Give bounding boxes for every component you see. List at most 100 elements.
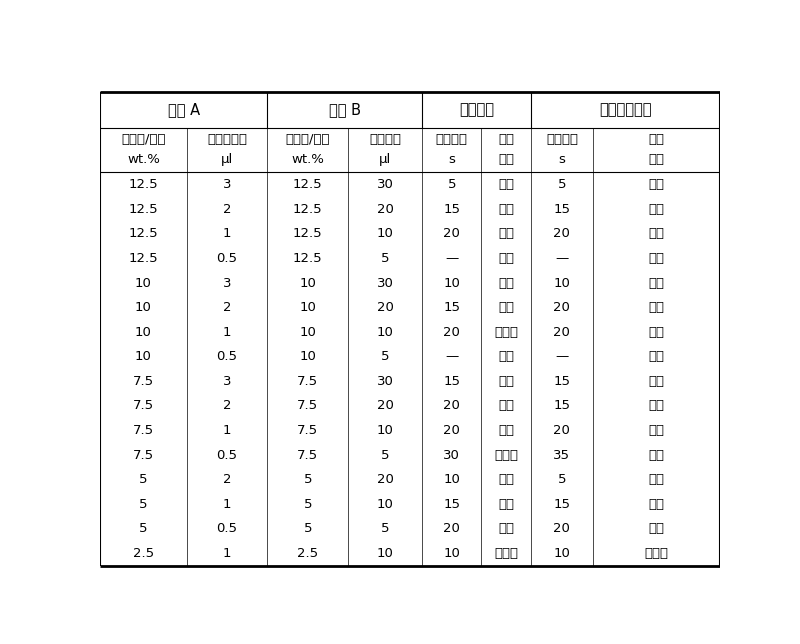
- Text: 5: 5: [139, 473, 148, 486]
- Text: 20: 20: [443, 424, 460, 437]
- Text: 15: 15: [554, 399, 570, 412]
- Text: 0.5: 0.5: [217, 252, 238, 265]
- Text: 10: 10: [135, 350, 152, 363]
- Text: 20: 20: [377, 203, 394, 216]
- Text: 12.5: 12.5: [293, 252, 322, 265]
- Text: 成膜: 成膜: [498, 276, 514, 290]
- Text: 1: 1: [223, 547, 231, 560]
- Text: 30: 30: [377, 375, 394, 388]
- Text: 组分 A: 组分 A: [168, 102, 200, 117]
- Text: 20: 20: [377, 399, 394, 412]
- Text: 成膜: 成膜: [498, 301, 514, 314]
- Text: 未固: 未固: [649, 252, 665, 265]
- Text: 5: 5: [303, 473, 312, 486]
- Text: 12.5: 12.5: [129, 227, 158, 240]
- Text: 10: 10: [377, 498, 394, 511]
- Text: 不成膜: 不成膜: [494, 547, 518, 560]
- Text: 10: 10: [299, 326, 316, 339]
- Text: 20: 20: [377, 473, 394, 486]
- Text: 成膜: 成膜: [649, 449, 665, 462]
- Text: 10: 10: [135, 301, 152, 314]
- Text: 15: 15: [554, 203, 570, 216]
- Text: s: s: [449, 153, 455, 166]
- Text: 10: 10: [299, 276, 316, 290]
- Text: wt.%: wt.%: [127, 153, 160, 166]
- Text: 硅橡胶/液晶: 硅橡胶/液晶: [121, 133, 166, 146]
- Text: 成膜: 成膜: [498, 227, 514, 240]
- Text: 2: 2: [223, 473, 231, 486]
- Text: 5: 5: [303, 498, 312, 511]
- Text: 15: 15: [443, 203, 460, 216]
- Text: 5: 5: [381, 449, 390, 462]
- Text: 1: 1: [223, 326, 231, 339]
- Text: 10: 10: [443, 276, 460, 290]
- Text: —: —: [446, 252, 458, 265]
- Text: 0.5: 0.5: [217, 350, 238, 363]
- Text: 成膜: 成膜: [498, 522, 514, 535]
- Text: 成膜: 成膜: [649, 133, 665, 146]
- Text: 未固: 未固: [498, 252, 514, 265]
- Text: 5: 5: [139, 498, 148, 511]
- Text: 成膜: 成膜: [498, 424, 514, 437]
- Text: 30: 30: [377, 276, 394, 290]
- Text: μl: μl: [221, 153, 234, 166]
- Text: 氯铂酸溶液: 氯铂酸溶液: [207, 133, 247, 146]
- Text: 15: 15: [443, 301, 460, 314]
- Text: 1: 1: [223, 424, 231, 437]
- Text: 12.5: 12.5: [129, 252, 158, 265]
- Text: 5: 5: [558, 473, 566, 486]
- Text: 成膜: 成膜: [498, 375, 514, 388]
- Text: 20: 20: [443, 522, 460, 535]
- Text: 20: 20: [377, 301, 394, 314]
- Text: 20: 20: [443, 326, 460, 339]
- Text: 12.5: 12.5: [293, 178, 322, 191]
- Text: 2.5: 2.5: [297, 547, 318, 560]
- Text: 10: 10: [443, 547, 460, 560]
- Text: 12.5: 12.5: [293, 203, 322, 216]
- Text: 12.5: 12.5: [129, 203, 158, 216]
- Text: —: —: [446, 350, 458, 363]
- Text: 成膜: 成膜: [649, 276, 665, 290]
- Text: 7.5: 7.5: [133, 424, 154, 437]
- Text: 成膜: 成膜: [498, 473, 514, 486]
- Text: 成膜: 成膜: [498, 203, 514, 216]
- Text: 1: 1: [223, 227, 231, 240]
- Text: 10: 10: [135, 326, 152, 339]
- Text: 3: 3: [223, 375, 231, 388]
- Text: 成膜: 成膜: [649, 522, 665, 535]
- Text: 中空纤维成膜: 中空纤维成膜: [599, 102, 652, 117]
- Text: 2.5: 2.5: [133, 547, 154, 560]
- Text: 20: 20: [554, 522, 570, 535]
- Text: 成膜: 成膜: [649, 424, 665, 437]
- Text: 3: 3: [223, 276, 231, 290]
- Text: 20: 20: [554, 227, 570, 240]
- Text: 5: 5: [381, 350, 390, 363]
- Text: 2: 2: [223, 399, 231, 412]
- Text: 30: 30: [443, 449, 460, 462]
- Text: 成膜差: 成膜差: [494, 449, 518, 462]
- Text: 成膜差: 成膜差: [494, 326, 518, 339]
- Text: 成膜: 成膜: [498, 133, 514, 146]
- Text: 20: 20: [443, 227, 460, 240]
- Text: 20: 20: [554, 424, 570, 437]
- Text: 10: 10: [377, 547, 394, 560]
- Text: —: —: [555, 252, 569, 265]
- Text: 固化时间: 固化时间: [436, 133, 468, 146]
- Text: 成膜: 成膜: [498, 498, 514, 511]
- Text: 15: 15: [443, 498, 460, 511]
- Text: wt.%: wt.%: [291, 153, 324, 166]
- Text: 成膜: 成膜: [498, 178, 514, 191]
- Text: 7.5: 7.5: [297, 449, 318, 462]
- Text: 5: 5: [381, 252, 390, 265]
- Text: 7.5: 7.5: [133, 399, 154, 412]
- Text: 10: 10: [377, 227, 394, 240]
- Text: 1: 1: [223, 498, 231, 511]
- Text: 成膜: 成膜: [649, 227, 665, 240]
- Text: 固化时间: 固化时间: [546, 133, 578, 146]
- Text: 20: 20: [554, 301, 570, 314]
- Text: 成膜: 成膜: [649, 178, 665, 191]
- Text: 12.5: 12.5: [293, 227, 322, 240]
- Text: 成膜: 成膜: [498, 399, 514, 412]
- Text: 7.5: 7.5: [133, 449, 154, 462]
- Text: 不成膜: 不成膜: [645, 547, 669, 560]
